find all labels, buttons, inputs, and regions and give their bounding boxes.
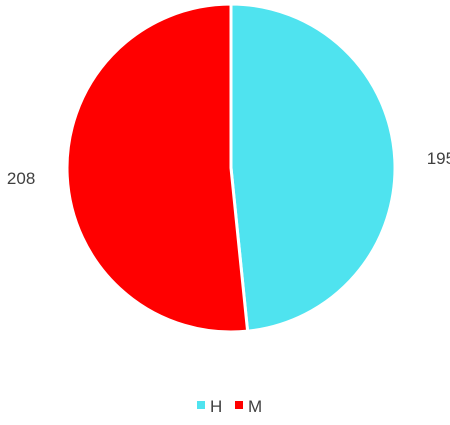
legend-label-m: M <box>248 397 262 416</box>
pie-slice-m <box>65 2 250 334</box>
data-label-h: 195 <box>427 149 450 168</box>
pie-slices <box>65 2 397 334</box>
data-labels: 195 208 <box>7 149 450 188</box>
legend-swatch-m <box>235 401 243 409</box>
legend-label-h: H <box>210 397 222 416</box>
legend-swatch-h <box>197 401 205 409</box>
data-label-m: 208 <box>7 169 35 188</box>
pie-slice-h <box>229 2 397 333</box>
